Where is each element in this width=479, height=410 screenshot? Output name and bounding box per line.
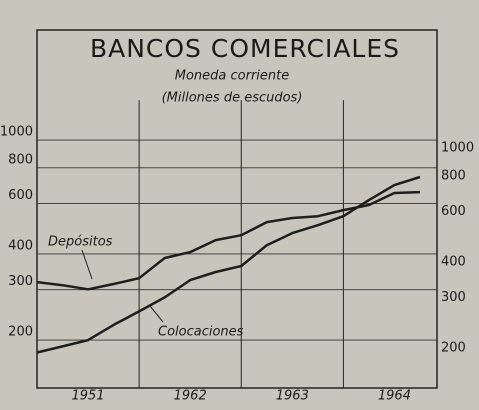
- y-axis-label: (Millones de escudos): [162, 91, 303, 106]
- y-tick-label: 200: [8, 325, 33, 340]
- y-tick-label-right: 300: [441, 290, 466, 305]
- x-tick-label: 1951: [72, 389, 105, 404]
- x-tick-label: 1962: [174, 389, 207, 404]
- y-tick-label-right: 1000: [441, 141, 474, 156]
- y-tick-label-right: 800: [441, 168, 466, 183]
- y-tick-label-right: 600: [441, 204, 466, 219]
- y-tick-label-right: 200: [441, 341, 466, 356]
- series-line: [36, 175, 421, 354]
- plot-frame: [36, 29, 438, 389]
- y-tick-label: 400: [8, 238, 33, 253]
- chart-title: BANCOS COMERCIALES: [90, 34, 400, 63]
- x-tick-label: 1963: [276, 389, 309, 404]
- x-tick-label: 1964: [378, 389, 411, 404]
- y-tick-label: 800: [8, 152, 33, 167]
- series-label: Colocaciones: [158, 325, 244, 340]
- label-leader: [81, 249, 93, 280]
- y-tick-label: 1000: [0, 125, 33, 140]
- chart-subtitle: Moneda corriente: [175, 69, 290, 84]
- label-leader: [149, 305, 164, 323]
- series-label: Depósitos: [48, 235, 113, 250]
- y-tick-label: 300: [8, 274, 33, 289]
- y-tick-label-right: 400: [441, 254, 466, 269]
- y-tick-label: 600: [8, 188, 33, 203]
